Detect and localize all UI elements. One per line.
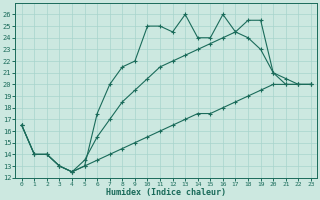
X-axis label: Humidex (Indice chaleur): Humidex (Indice chaleur) <box>106 188 226 197</box>
